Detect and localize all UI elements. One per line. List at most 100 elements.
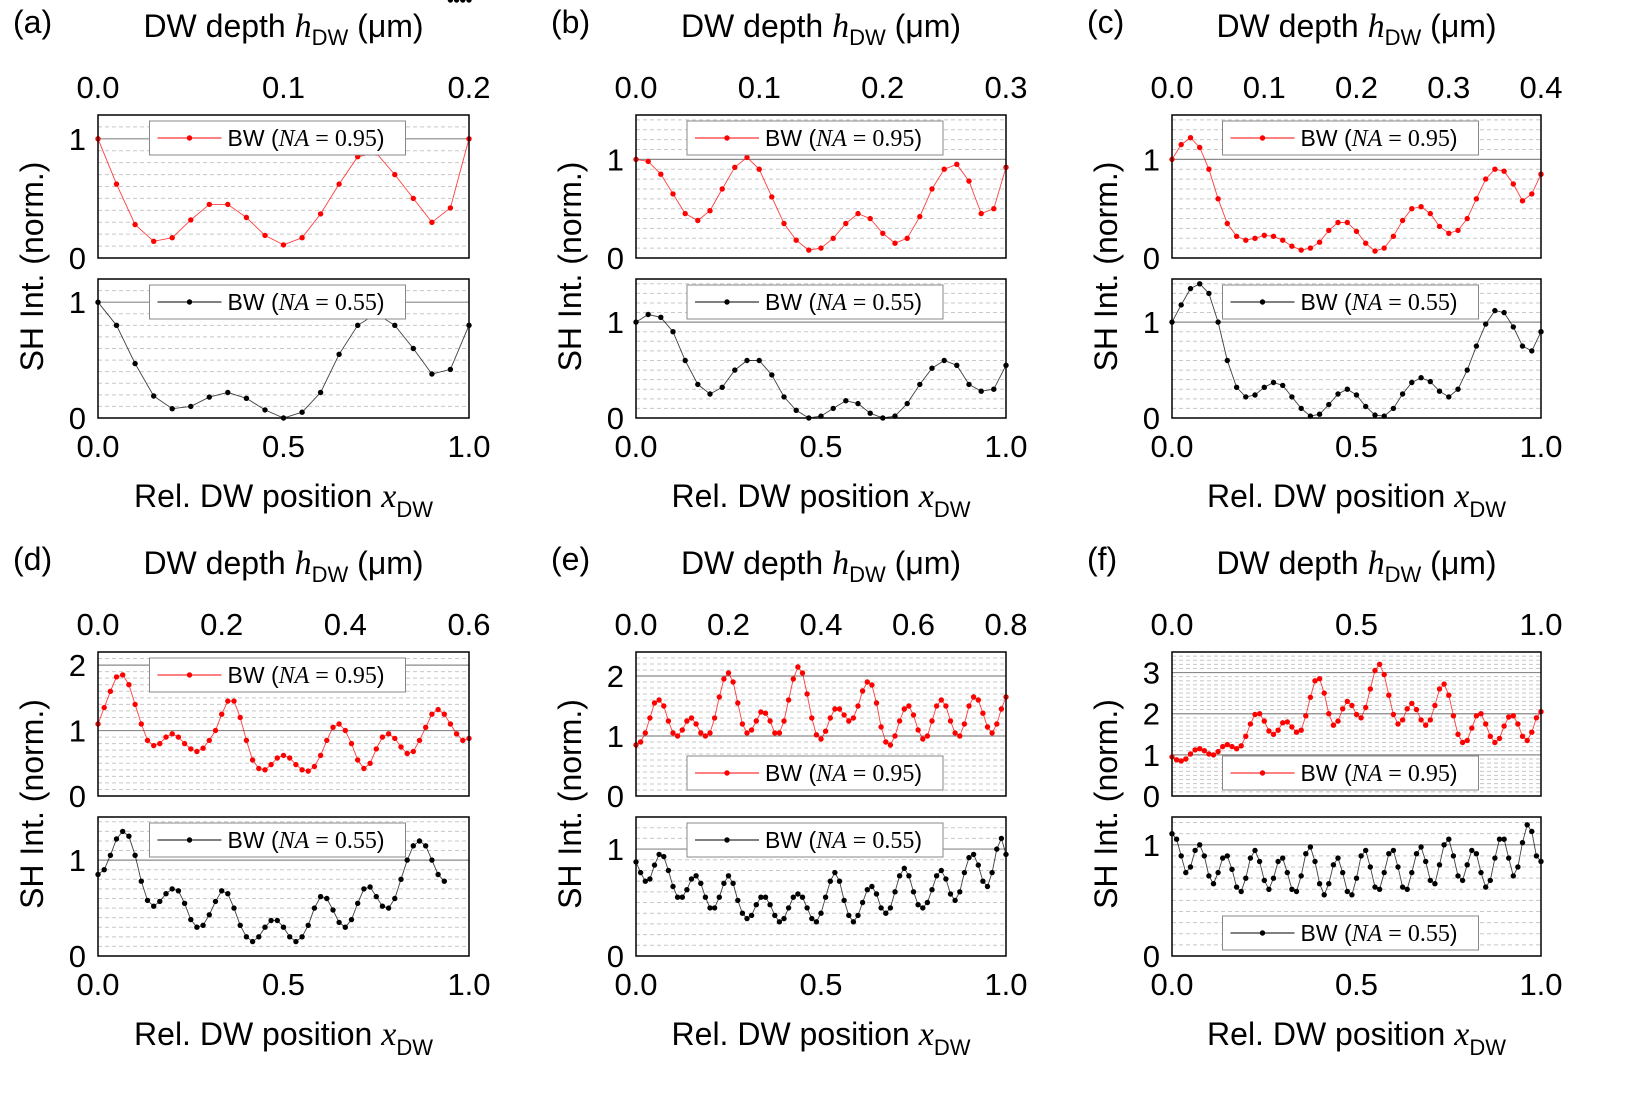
data-point xyxy=(804,905,810,911)
data-point xyxy=(1298,873,1304,879)
data-point xyxy=(243,934,250,940)
legend-suffix: ) xyxy=(377,125,385,151)
data-point xyxy=(855,400,861,407)
data-point xyxy=(1409,869,1415,876)
legend-marker xyxy=(1259,770,1266,776)
data-point xyxy=(1501,168,1507,174)
data-point xyxy=(342,924,348,930)
y-axis-tick-label: 1 xyxy=(69,843,86,878)
data-point xyxy=(1399,717,1406,723)
data-point xyxy=(447,721,454,727)
data-point xyxy=(410,843,416,849)
data-point xyxy=(1266,728,1272,734)
data-point xyxy=(1446,394,1452,400)
data-point xyxy=(355,757,361,763)
data-point xyxy=(1326,227,1332,234)
y-axis-tick-label: 1 xyxy=(607,719,624,754)
data-point xyxy=(1349,892,1355,898)
data-point xyxy=(299,409,305,415)
top-axis-tick-label: 0.1 xyxy=(262,70,305,105)
data-point xyxy=(1326,401,1332,408)
data-point xyxy=(855,703,861,709)
data-point xyxy=(966,703,972,709)
data-point xyxy=(212,727,219,734)
legend-na-symbol: NA xyxy=(278,828,310,854)
data-point xyxy=(1247,855,1254,861)
data-point xyxy=(767,902,773,908)
data-point xyxy=(929,718,935,724)
data-point xyxy=(410,748,416,755)
data-point xyxy=(1423,858,1429,865)
top-axis-tick-label: 0.5 xyxy=(1335,607,1378,642)
data-point xyxy=(367,760,373,766)
data-point xyxy=(1229,866,1235,872)
data-point xyxy=(1233,384,1240,390)
data-point xyxy=(1303,713,1309,719)
chart-title-unit: (μm) xyxy=(895,8,961,44)
data-point xyxy=(656,697,662,703)
chart-title-unit: (μm) xyxy=(1430,8,1496,44)
legend-prefix: BW ( xyxy=(765,760,816,786)
data-point xyxy=(785,905,792,911)
data-point xyxy=(841,712,847,718)
legend-na-symbol: NA xyxy=(278,290,310,316)
y-axis-label: SH Int. (norm.) xyxy=(1088,699,1124,909)
legend-prefix: BW ( xyxy=(228,827,279,853)
data-point xyxy=(658,171,664,177)
data-point xyxy=(1464,737,1470,744)
y-axis-tick-label: 0 xyxy=(607,401,624,436)
data-point xyxy=(1381,671,1387,678)
data-point xyxy=(1252,847,1258,854)
data-point xyxy=(1280,382,1286,389)
data-point xyxy=(1529,729,1535,735)
data-point xyxy=(758,709,764,715)
data-point xyxy=(1510,181,1517,187)
data-point xyxy=(827,878,833,884)
data-point xyxy=(1289,886,1295,892)
data-point xyxy=(753,902,759,908)
data-point xyxy=(1289,394,1295,400)
data-point xyxy=(661,703,667,709)
chart-title-subscript: DW xyxy=(1385,25,1422,50)
data-point xyxy=(163,891,169,897)
x-axis-tick-label: 0.0 xyxy=(1150,429,1193,464)
data-point xyxy=(730,679,736,685)
y-axis-tick-label: 0 xyxy=(607,779,624,814)
data-point xyxy=(904,400,910,407)
data-point xyxy=(404,857,410,863)
data-point xyxy=(645,311,651,318)
data-point xyxy=(1335,718,1341,724)
data-point xyxy=(1326,711,1332,717)
data-point xyxy=(1298,247,1304,253)
data-point xyxy=(637,869,644,876)
data-point xyxy=(157,898,163,905)
data-point xyxy=(1441,842,1447,848)
data-point xyxy=(1496,735,1503,742)
data-point xyxy=(904,235,910,241)
data-point xyxy=(1492,855,1498,861)
data-point xyxy=(938,867,944,874)
data-point xyxy=(901,706,907,712)
data-point xyxy=(299,767,305,773)
data-point xyxy=(367,884,373,890)
data-point xyxy=(795,891,801,897)
data-point xyxy=(206,912,212,918)
data-point xyxy=(1469,847,1475,854)
data-point xyxy=(441,878,447,884)
data-point xyxy=(910,712,917,718)
data-point xyxy=(809,715,815,721)
data-point xyxy=(305,768,311,774)
data-point xyxy=(237,714,243,721)
panel-d: (d) DW depth hDW (μm)0.0 0.2 0.4 0.60.0 0.5 1.… xyxy=(13,0,491,1060)
data-point xyxy=(883,739,889,745)
data-point xyxy=(1201,748,1208,754)
x-axis-tick-label: 1.0 xyxy=(984,429,1027,464)
data-point xyxy=(1446,692,1452,698)
data-point xyxy=(317,752,324,759)
data-point xyxy=(144,897,151,904)
data-point xyxy=(716,894,722,900)
data-point xyxy=(917,213,923,220)
data-point xyxy=(1529,828,1535,835)
y-axis-tick-label: 3 xyxy=(1143,656,1160,691)
data-point xyxy=(707,391,713,397)
